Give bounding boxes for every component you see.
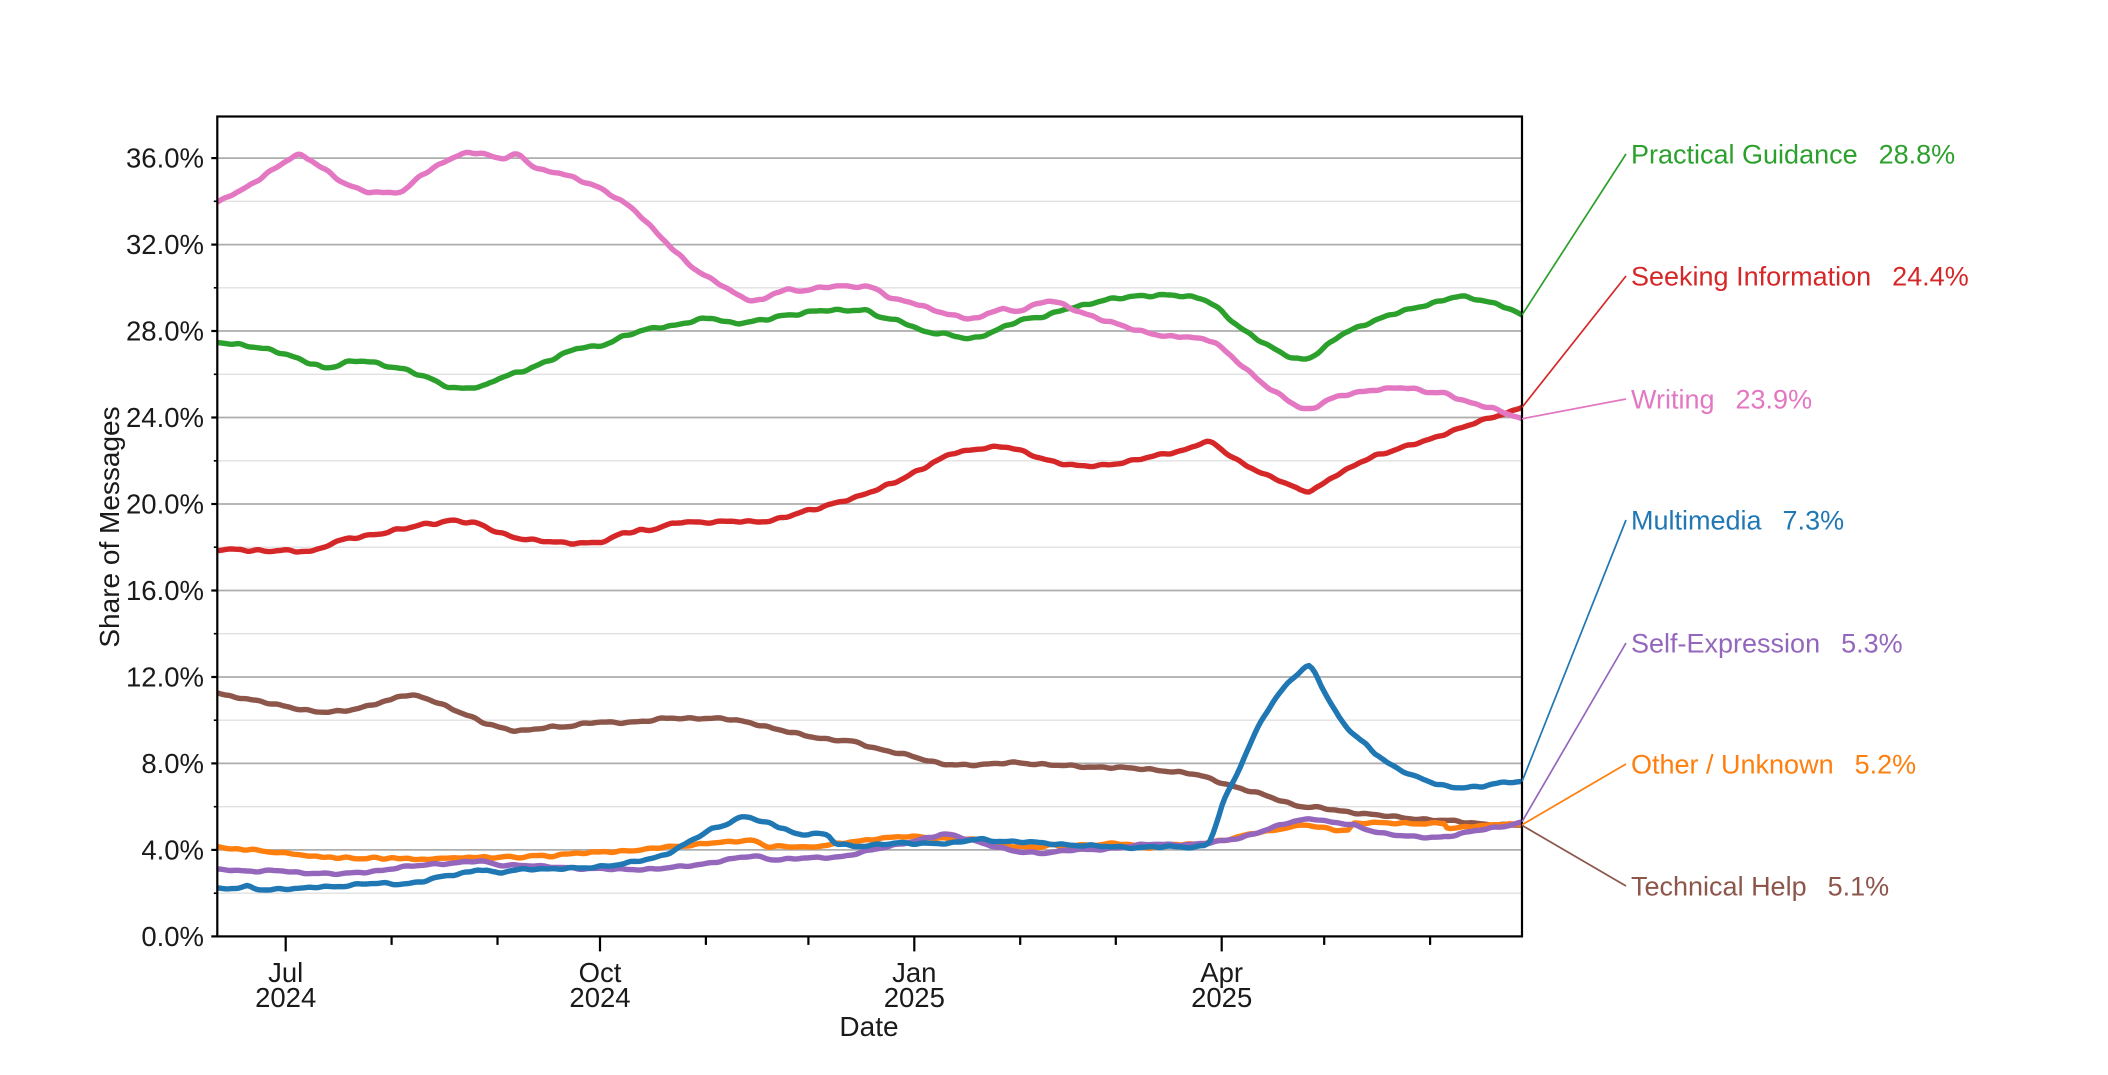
svg-text:2024: 2024 xyxy=(569,982,630,1013)
svg-text:2025: 2025 xyxy=(1191,982,1252,1013)
svg-text:Multimedia 7.3%: Multimedia 7.3% xyxy=(1631,506,1844,536)
svg-text:28.0%: 28.0% xyxy=(126,316,204,347)
svg-text:4.0%: 4.0% xyxy=(141,834,204,865)
svg-text:Apr: Apr xyxy=(1200,957,1243,988)
svg-text:Writing 23.9%: Writing 23.9% xyxy=(1631,385,1812,415)
svg-text:Seeking Information 24.4%: Seeking Information 24.4% xyxy=(1631,262,1969,292)
svg-text:Other / Unknown 5.2%: Other / Unknown 5.2% xyxy=(1631,750,1916,780)
svg-text:16.0%: 16.0% xyxy=(126,575,204,606)
svg-text:2025: 2025 xyxy=(884,982,945,1013)
svg-text:36.0%: 36.0% xyxy=(126,143,204,174)
svg-text:Jan: Jan xyxy=(892,957,936,988)
svg-text:32.0%: 32.0% xyxy=(126,229,204,260)
svg-text:2024: 2024 xyxy=(255,982,316,1013)
svg-text:Practical Guidance 28.8%: Practical Guidance 28.8% xyxy=(1631,140,1955,170)
svg-text:8.0%: 8.0% xyxy=(141,748,204,779)
svg-text:Oct: Oct xyxy=(579,957,622,988)
svg-text:12.0%: 12.0% xyxy=(126,662,204,693)
svg-text:20.0%: 20.0% xyxy=(126,489,204,520)
svg-text:Jul: Jul xyxy=(268,957,303,988)
svg-text:Share of Messages: Share of Messages xyxy=(94,406,125,647)
svg-text:Self-Expression 5.3%: Self-Expression 5.3% xyxy=(1631,629,1903,659)
svg-text:0.0%: 0.0% xyxy=(141,921,204,952)
svg-text:Technical Help 5.1%: Technical Help 5.1% xyxy=(1631,872,1889,902)
svg-text:24.0%: 24.0% xyxy=(126,402,204,433)
svg-text:Date: Date xyxy=(839,1011,898,1042)
